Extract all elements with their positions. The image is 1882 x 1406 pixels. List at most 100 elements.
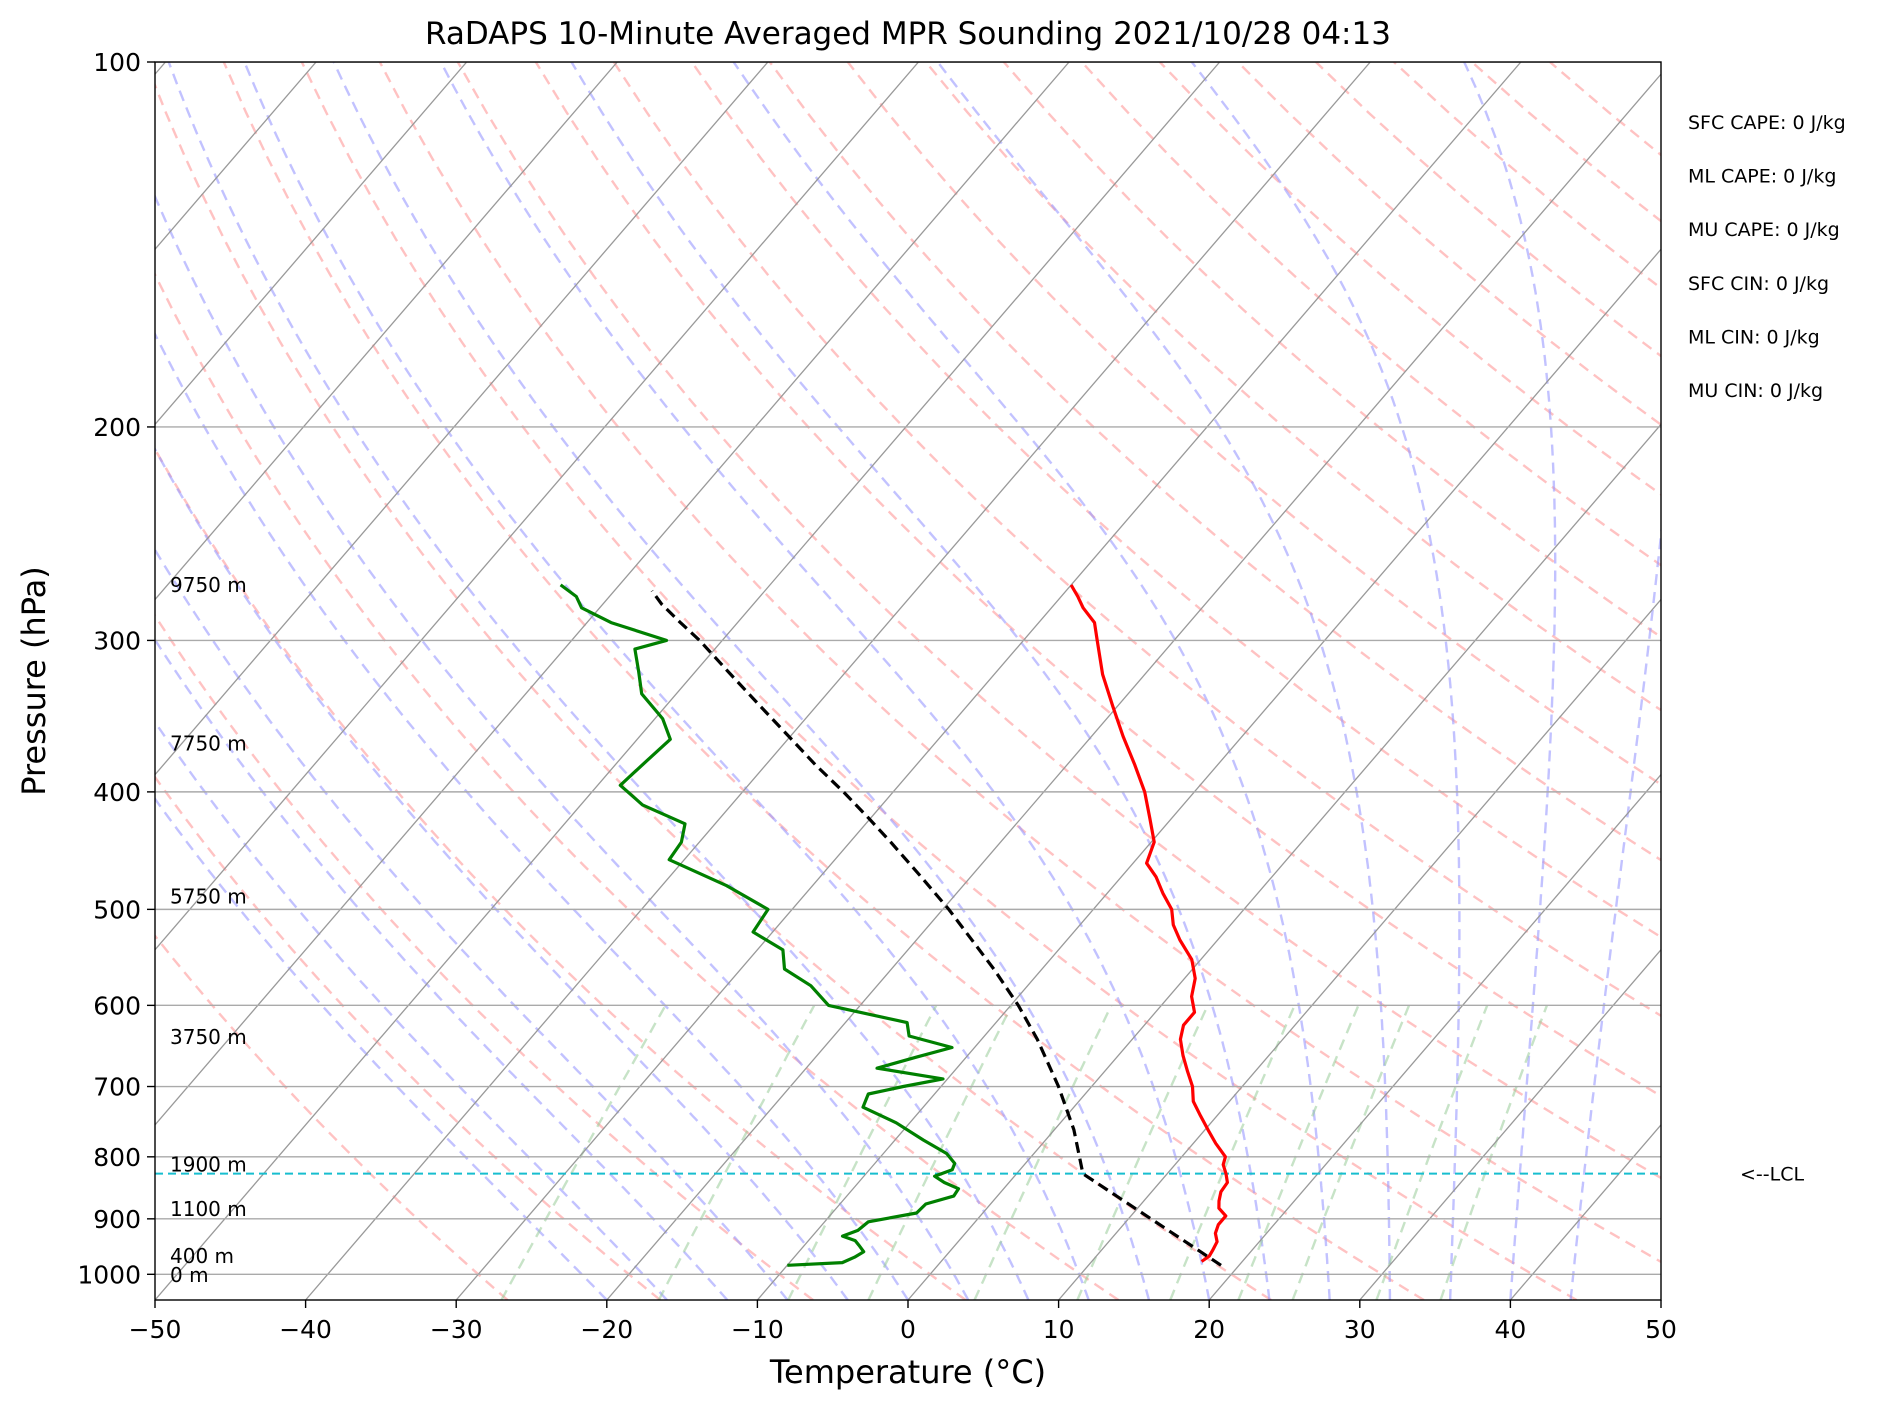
stability-index: SFC CAPE: 0 J/kg [1688,112,1846,134]
moist-adiabat [1190,62,1461,1300]
x-tick-label: 20 [1193,1315,1225,1344]
moist-adiabat [167,62,1030,1300]
height-label: 1900 m [170,1153,247,1177]
mixing-ratio-line [1169,1004,1296,1300]
moist-adiabat [155,796,608,1300]
dry-adiabat [378,62,1661,1264]
lcl-label: <--LCL [1740,1164,1804,1186]
temperature-profile [1069,584,1229,1263]
y-tick-label: 100 [93,48,141,77]
stability-index: SFC CIN: 0 J/kg [1688,273,1829,295]
isotherm [155,62,1070,1126]
dry-adiabat [155,933,509,1300]
dry-adiabat [456,62,1661,1180]
x-tick-label: 30 [1344,1315,1376,1344]
height-label: 9750 m [170,573,247,597]
dry-adiabat [1002,62,1661,639]
moist-adiabat [155,637,729,1300]
profiles [559,583,1229,1267]
y-tick-label: 400 [93,778,141,807]
x-axis-label: Temperature (°C) [769,1353,1046,1391]
chart-title: RaDAPS 10-Minute Averaged MPR Sounding 2… [425,16,1391,52]
mixing-ratio-line [973,1004,1113,1300]
height-label: 3750 m [170,1025,247,1049]
axis-ticks: −50 −40 −30 −20 −10 0 10 20 30 40 50 100 200 300 400 50… [77,48,1677,1344]
isotherm [155,62,618,601]
dry-adiabat [924,62,1661,712]
y-tick-label: 300 [93,626,141,655]
mixing-ratio-line [787,1004,938,1300]
moist-adiabat [1463,62,1557,1300]
y-tick-label: 700 [93,1073,141,1102]
mixing-ratio-line [867,1004,1013,1300]
dry-adiabat [1080,62,1661,567]
moist-adiabat [570,62,1271,1300]
mixing-ratio-line [1076,1004,1209,1300]
height-label: 0 m [170,1263,209,1287]
dry-adiabat [155,446,967,1300]
moist-adiabat [155,720,668,1300]
x-tick-label: −20 [580,1315,633,1344]
dry-adiabat [1393,62,1661,290]
dry-adiabat [300,62,1578,1300]
moist-adiabat [332,62,1151,1300]
dry-adiabat [768,62,1661,862]
y-tick-label: 600 [93,991,141,1020]
isotherm [155,62,919,951]
moist-adiabat [439,62,1211,1300]
x-tick-label: 50 [1645,1315,1677,1344]
x-tick-label: −40 [279,1315,332,1344]
mixing-ratio-line [657,1004,816,1300]
dewpoint-profile [559,583,961,1267]
isotherm [155,62,769,776]
dry-adiabat [1471,62,1661,223]
x-tick-label: −10 [731,1315,784,1344]
x-tick-label: 10 [1043,1315,1075,1344]
moist-adiabat [155,446,849,1300]
y-tick-label: 500 [93,895,141,924]
x-tick-label: 40 [1494,1315,1526,1344]
moist-adiabat [243,62,1090,1300]
stability-index: MU CIN: 0 J/kg [1688,380,1823,402]
dry-adiabat [1315,62,1661,358]
stability-index: ML CAPE: 0 J/kg [1688,166,1836,188]
dry-adiabat [846,62,1661,786]
stability-indices: SFC CAPE: 0 J/kg ML CAPE: 0 J/kg MU CAPE: … [1688,112,1846,402]
isotherm [1359,948,1661,1300]
parcel-profile [650,589,1222,1267]
x-tick-label: 0 [900,1315,916,1344]
isotherm [606,73,1661,1300]
isotherm [1660,1299,1661,1300]
y-tick-label: 1000 [77,1260,141,1289]
y-axis-label: Pressure (hPa) [15,566,53,796]
y-tick-label: 200 [93,413,141,442]
isotherm [155,62,468,426]
mixing-ratio-line [1375,1004,1489,1300]
isotherm [1208,773,1661,1300]
plot-frame [154,61,1662,1301]
mixing-ratio-line [1439,1004,1549,1300]
dry-adiabat [534,62,1661,1098]
mixing-ratio-line [1237,1004,1360,1300]
isotherm [455,62,1522,1300]
isotherm [907,423,1661,1300]
y-tick-label: 800 [93,1143,141,1172]
background-lines [155,62,1661,1300]
moist-adiabat [155,547,789,1300]
stability-index: ML CIN: 0 J/kg [1688,326,1820,348]
y-tick-label: 900 [93,1205,141,1234]
dry-adiabat [1549,62,1661,157]
moist-adiabat [732,62,1331,1300]
isotherm [305,62,1371,1300]
dry-adiabat [155,775,662,1300]
isotherm [1509,1123,1661,1300]
height-label: 7750 m [170,732,247,756]
dry-adiabat [155,81,1272,1300]
height-label: 1100 m [170,1197,247,1221]
moist-adiabat [1569,523,1661,1300]
height-label: 400 m [170,1244,234,1268]
dry-adiabat [1236,62,1661,427]
stability-index: MU CAPE: 0 J/kg [1688,219,1840,241]
